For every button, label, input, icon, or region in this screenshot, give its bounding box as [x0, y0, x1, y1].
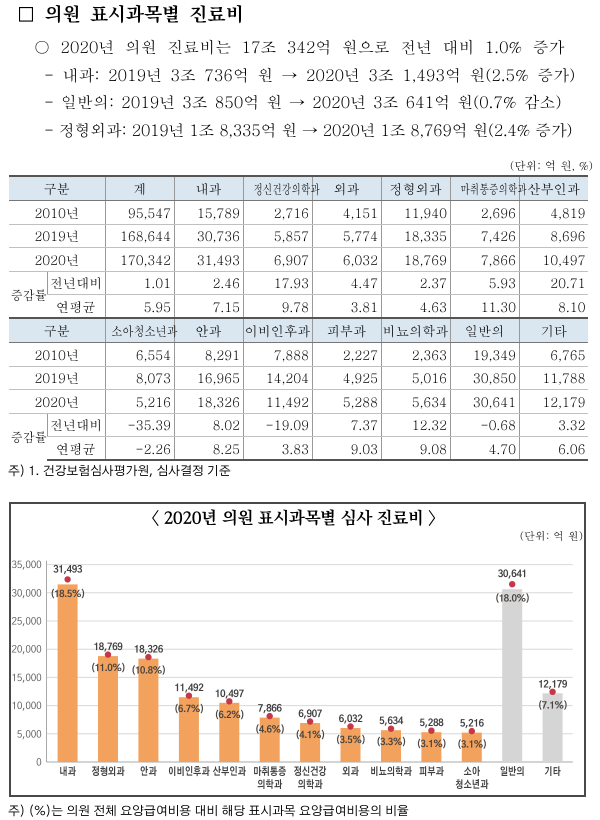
svg-text:(4.6%): (4.6%) — [255, 724, 285, 735]
svg-text:(10.8%): (10.8%) — [131, 665, 166, 676]
svg-text:15,000: 15,000 — [11, 673, 42, 684]
svg-text:10,497: 10,497 — [215, 689, 245, 699]
svg-text:피부과: 피부과 — [419, 766, 444, 778]
svg-text:일반의: 일반의 — [500, 765, 525, 778]
svg-text:내과: 내과 — [59, 766, 76, 778]
svg-text:(4.1%): (4.1%) — [295, 729, 325, 740]
svg-text:기타: 기타 — [544, 766, 561, 778]
svg-text:(3.5%): (3.5%) — [336, 734, 366, 745]
svg-text:정형외과: 정형외과 — [91, 766, 124, 778]
svg-text:외과: 외과 — [342, 766, 359, 778]
svg-text:7,866: 7,866 — [258, 704, 283, 714]
svg-text:(6.7%): (6.7%) — [174, 703, 204, 714]
svg-text:20,000: 20,000 — [11, 645, 42, 656]
svg-text:의학과: 의학과 — [298, 778, 323, 791]
svg-text:18,326: 18,326 — [134, 645, 164, 655]
svg-text:35,000: 35,000 — [11, 560, 42, 571]
svg-text:5,288: 5,288 — [420, 718, 445, 728]
svg-text:0: 0 — [36, 758, 42, 769]
svg-text:5,216: 5,216 — [460, 719, 485, 729]
svg-text:(6.2%): (6.2%) — [215, 709, 245, 720]
svg-text:25,000: 25,000 — [11, 617, 42, 628]
svg-text:산부인과: 산부인과 — [212, 766, 246, 778]
svg-text:10,000: 10,000 — [11, 701, 42, 712]
svg-text:정신건강: 정신건강 — [294, 766, 327, 778]
svg-text:소아: 소아 — [464, 766, 481, 778]
svg-text:안과: 안과 — [140, 766, 157, 778]
svg-text:6,907: 6,907 — [298, 709, 323, 719]
svg-text:31,493: 31,493 — [53, 564, 83, 574]
svg-text:30,641: 30,641 — [498, 569, 527, 579]
svg-text:12,179: 12,179 — [538, 679, 568, 689]
svg-text:30,000: 30,000 — [11, 588, 42, 599]
svg-text:(3.3%): (3.3%) — [376, 736, 406, 747]
svg-text:청소년과: 청소년과 — [455, 778, 488, 791]
svg-text:(18.0%): (18.0%) — [495, 593, 530, 604]
svg-text:5,634: 5,634 — [379, 716, 404, 726]
svg-text:(7.1%): (7.1%) — [538, 699, 568, 710]
svg-text:(3.1%): (3.1%) — [457, 739, 487, 750]
svg-text:(11.0%): (11.0%) — [91, 662, 126, 673]
svg-text:6,032: 6,032 — [339, 714, 364, 724]
svg-text:(3.1%): (3.1%) — [417, 738, 447, 749]
svg-text:(18.5%): (18.5%) — [50, 588, 85, 599]
svg-text:이비인후과: 이비인후과 — [168, 766, 210, 778]
svg-text:11,492: 11,492 — [174, 683, 204, 693]
svg-text:5,000: 5,000 — [17, 729, 42, 740]
svg-text:비뇨의학과: 비뇨의학과 — [370, 765, 412, 778]
svg-text:마취통증: 마취통증 — [253, 766, 286, 778]
svg-text:의학과: 의학과 — [257, 778, 282, 791]
svg-text:18,769: 18,769 — [94, 642, 124, 652]
